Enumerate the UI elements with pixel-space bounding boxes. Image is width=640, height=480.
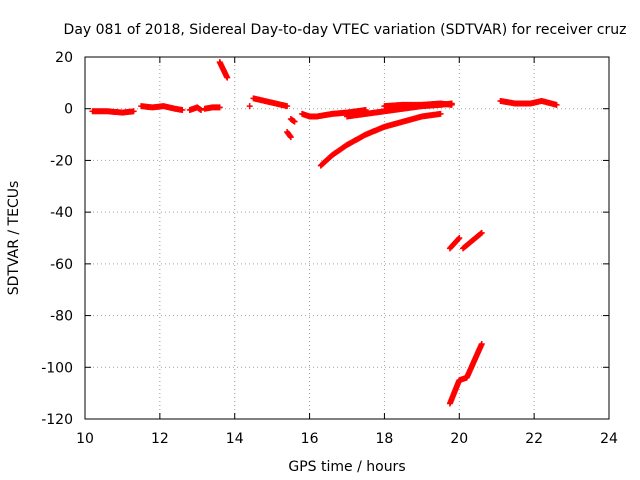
y-tick-label: -60 [50, 257, 73, 273]
data-point [198, 107, 205, 114]
data-point [224, 74, 231, 81]
data-segment [446, 235, 463, 252]
data-point [448, 101, 455, 108]
data-segment [186, 104, 205, 114]
x-tick-label: 12 [151, 431, 169, 447]
data-point [130, 108, 137, 115]
data-segment [216, 59, 231, 81]
data-point [478, 229, 485, 236]
data-points [89, 59, 560, 407]
data-segment [497, 97, 560, 108]
data-segment [287, 116, 298, 125]
y-tick-label: -120 [41, 412, 73, 428]
x-axis-label: GPS time / hours [288, 459, 405, 475]
data-point [553, 101, 560, 108]
x-tick-label: 20 [450, 431, 468, 447]
data-point [179, 107, 186, 114]
data-point [456, 235, 463, 241]
x-tick-label: 18 [376, 431, 394, 447]
plot-frame [84, 56, 610, 420]
data-point [455, 235, 462, 242]
y-tick-label: -20 [50, 153, 73, 169]
data-point [291, 118, 298, 125]
data-segment [317, 110, 444, 169]
data-segment [446, 341, 485, 407]
data-segment [381, 100, 455, 110]
data-segment [89, 108, 137, 116]
data-segment [246, 103, 253, 110]
data-segment [201, 104, 223, 112]
x-tick-label: 22 [525, 431, 543, 447]
data-point [477, 230, 484, 237]
data-point [246, 103, 253, 110]
y-tick-label: -80 [50, 309, 73, 325]
y-tick-label: 20 [55, 50, 73, 66]
data-segment [460, 229, 485, 252]
axis-ticks: 10 12 14 16 18 20 22 24 20 0 -20 -40 -60 -80 -100 -120 [41, 50, 618, 447]
y-tick-label: -100 [41, 360, 73, 376]
y-tick-label: 0 [64, 102, 73, 118]
y-tick-label: -40 [50, 205, 73, 221]
y-axis-label: SDTVAR / TECUs [6, 181, 22, 296]
data-segment [284, 128, 294, 141]
x-tick-label: 14 [226, 431, 244, 447]
data-segment [138, 103, 186, 114]
data-point [478, 341, 485, 348]
data-segment [250, 95, 291, 110]
data-point [437, 110, 444, 117]
chart-title: Day 081 of 2018, Sidereal Day-to-day VTE… [64, 22, 627, 38]
x-tick-label: 10 [76, 431, 94, 447]
data-point [284, 103, 291, 110]
x-tick-label: 24 [600, 431, 618, 447]
data-point [287, 134, 294, 141]
x-tick-label: 16 [301, 431, 319, 447]
data-point [216, 104, 223, 111]
